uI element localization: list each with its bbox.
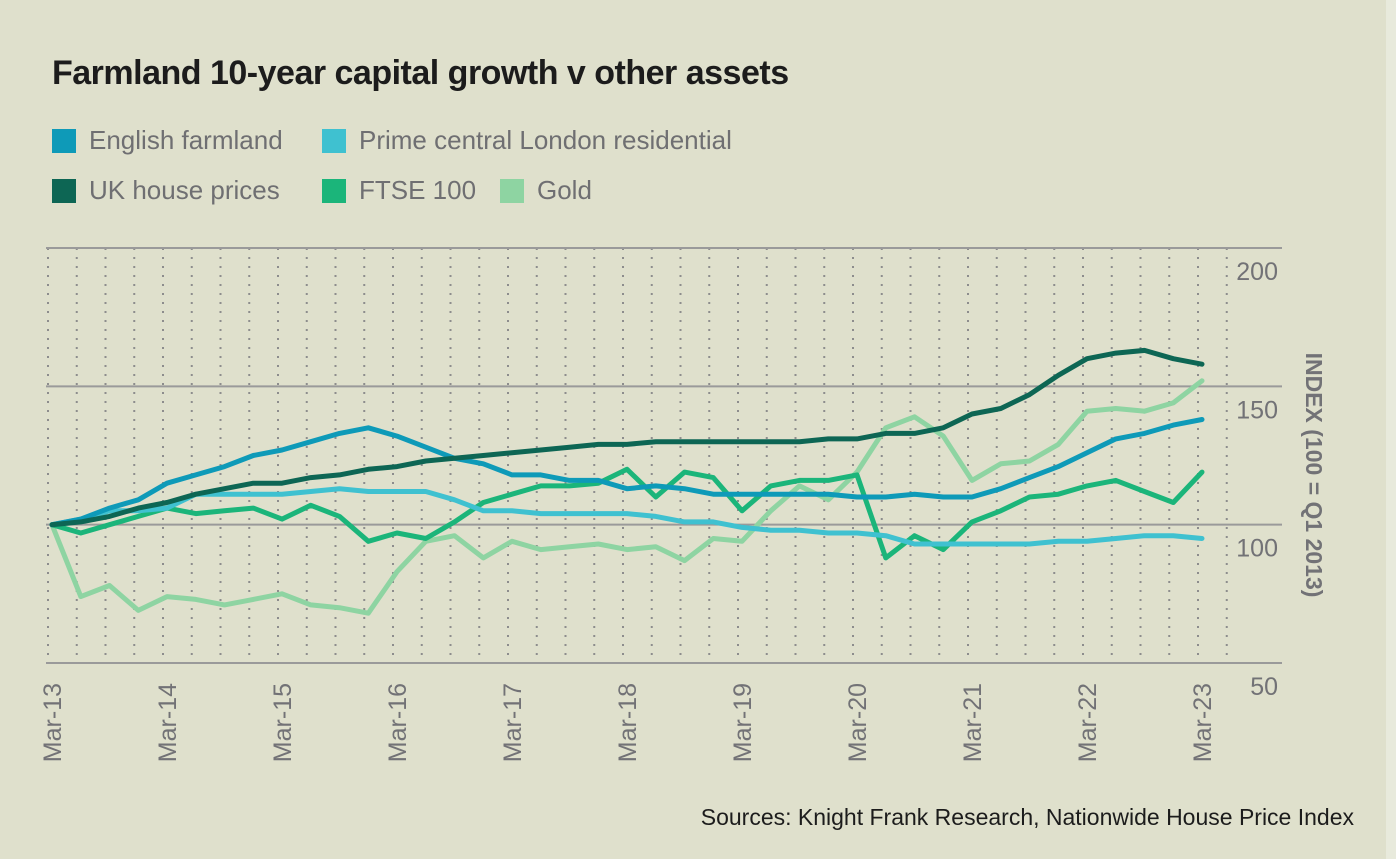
legend-swatch xyxy=(322,178,346,203)
legend-item: FTSE 100 xyxy=(322,175,476,206)
legend-swatch xyxy=(52,128,76,153)
x-tick-label: Mar-13 xyxy=(39,683,67,762)
series-line-ftse-100 xyxy=(49,466,1205,561)
y-tick-label: 100 xyxy=(1236,535,1278,563)
legend-label: English farmland xyxy=(89,125,283,155)
y-tick-label: 50 xyxy=(1250,673,1278,701)
x-tick-label: Mar-18 xyxy=(614,683,642,762)
x-tick-label: Mar-14 xyxy=(154,683,182,762)
y-tick-label: 200 xyxy=(1236,258,1278,286)
legend-item: UK house prices xyxy=(52,175,280,206)
series-line-uk-house-prices xyxy=(49,347,1205,528)
y-axis-label: INDEX (100 = Q1 2013) xyxy=(1301,353,1327,598)
series-line-english-farmland xyxy=(49,417,1205,528)
x-tick-label: Mar-22 xyxy=(1074,683,1102,762)
x-tick-label: Mar-20 xyxy=(844,683,872,762)
x-tick-label: Mar-17 xyxy=(499,683,527,762)
x-tick-label: Mar-21 xyxy=(959,683,987,762)
series-line-prime-central-london-residential xyxy=(49,486,1205,547)
legend-swatch xyxy=(322,128,346,153)
legend-item: English farmland xyxy=(52,125,283,156)
y-tick-label: 150 xyxy=(1236,396,1278,424)
series-line-gold xyxy=(49,378,1205,616)
legend-item: Prime central London residential xyxy=(322,125,732,156)
legend-label: Prime central London residential xyxy=(359,125,732,155)
source-note: Sources: Knight Frank Research, Nationwi… xyxy=(700,804,1354,830)
legend-swatch xyxy=(52,178,76,203)
legend-label: Gold xyxy=(537,175,592,205)
chart-title: Farmland 10-year capital growth v other … xyxy=(52,54,789,92)
x-tick-label: Mar-15 xyxy=(269,683,297,762)
legend-label: FTSE 100 xyxy=(359,175,477,205)
x-tick-label: Mar-16 xyxy=(384,683,412,762)
legend-swatch xyxy=(500,178,524,203)
x-tick-label: Mar-23 xyxy=(1189,683,1217,762)
legend-item: Gold xyxy=(500,175,592,206)
legend-label: UK house prices xyxy=(89,175,280,205)
x-tick-label: Mar-19 xyxy=(729,683,757,762)
